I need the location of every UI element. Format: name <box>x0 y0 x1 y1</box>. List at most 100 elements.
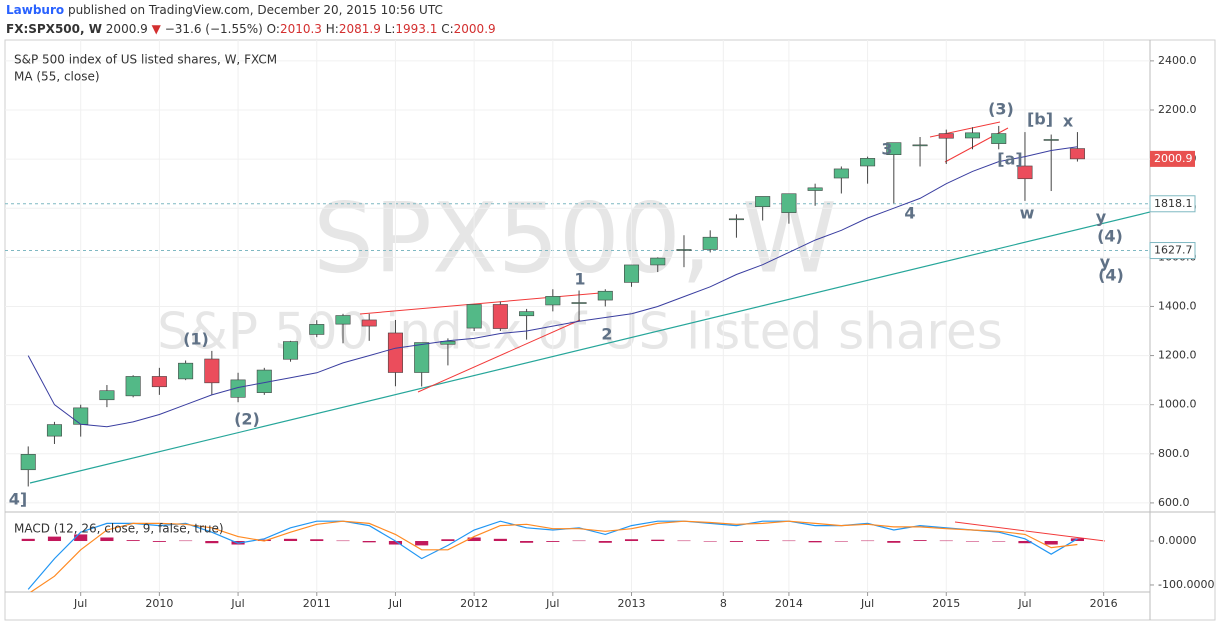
axes: 600.0800.01000.01200.01400.01600.01800.0… <box>73 54 1214 610</box>
candle-body <box>1017 165 1033 180</box>
macd-histogram-bar <box>834 541 848 542</box>
symbol: FX:SPX500, W <box>6 22 102 36</box>
macd-histogram-bar <box>861 540 875 542</box>
grid <box>5 40 1150 512</box>
macd-histogram-bar <box>21 538 35 542</box>
legend-macd: MACD (12, 26, close, 9, false, true) <box>14 522 224 536</box>
x-tick-label: Jul <box>1017 597 1031 610</box>
x-tick-label: Jul <box>230 597 244 610</box>
macd-histogram-bar <box>887 541 901 543</box>
wave-label: [b] <box>1027 110 1053 129</box>
x-tick-label: 2013 <box>618 597 646 610</box>
candle-body <box>650 257 666 266</box>
macd-histogram-bar <box>651 539 665 542</box>
wave-label: (4) <box>1097 227 1123 246</box>
macd-histogram-bar <box>520 541 534 543</box>
wave-label: 2 <box>601 325 612 344</box>
x-tick-label: 8 <box>720 597 727 610</box>
price: 2000.9 <box>106 22 148 36</box>
candle-body <box>886 142 902 155</box>
macd-histogram-bar <box>47 536 62 542</box>
x-tick-label: Jul <box>73 597 87 610</box>
macd-histogram-bar <box>1044 541 1058 545</box>
wave-label: 3 <box>881 140 892 159</box>
x-tick-label: 2012 <box>460 597 488 610</box>
macd-histogram-bar <box>1070 538 1084 542</box>
x-tick-label: Jul <box>545 597 559 610</box>
candle-body <box>755 196 771 208</box>
macd-histogram-bar <box>992 541 1006 542</box>
candle-body <box>361 319 377 327</box>
candle-body <box>519 311 535 317</box>
macd-histogram-bar <box>808 541 822 543</box>
candle-body <box>938 133 954 139</box>
y-tick-label: 1000.0 <box>1158 398 1197 411</box>
wave-label: 4 <box>904 204 915 223</box>
x-tick-label: Jul <box>388 597 402 610</box>
macd-histogram-bar <box>729 541 743 542</box>
header-line: Lawburo published on TradingView.com, De… <box>6 3 443 17</box>
macd-histogram-bar <box>257 539 271 542</box>
macd-histogram-bar <box>756 540 770 542</box>
trend-line <box>954 521 1106 542</box>
candle-body <box>125 376 141 397</box>
ohlc-key: O: <box>267 22 280 36</box>
ohlc-key: H: <box>326 22 339 36</box>
candle-body <box>1069 148 1085 160</box>
ohlc-value: 2010.3 <box>280 22 322 36</box>
macd-histogram-bar <box>493 538 507 542</box>
candle-body <box>807 187 823 191</box>
candle-body <box>1043 139 1059 141</box>
wave-label: y <box>1100 253 1111 272</box>
ohlc-key: C: <box>441 22 453 36</box>
wave-label: (2) <box>234 410 260 429</box>
wave-label: y <box>1096 208 1107 227</box>
candle-body <box>151 376 167 388</box>
wave-label: (1) <box>183 330 209 349</box>
macd-histogram-bar <box>467 537 481 542</box>
last-price-label: 2000.9 <box>1154 152 1193 165</box>
trend-line <box>29 211 1150 484</box>
published: published on TradingView.com, December 2… <box>68 3 443 17</box>
candle-body <box>728 218 744 221</box>
macd-histogram-bar <box>677 540 691 542</box>
candle-body <box>781 193 797 213</box>
macd-histogram-bar <box>283 538 298 542</box>
x-tick-label: Jul <box>860 597 874 610</box>
macd-histogram-bar <box>624 539 639 542</box>
candle-body <box>702 236 718 250</box>
ohlc-key: L: <box>385 22 396 36</box>
macd-histogram-bar <box>1018 541 1032 544</box>
wave-label: 4] <box>9 490 27 509</box>
change: −31.6 (−1.55%) <box>165 22 263 36</box>
macd-histogram-bar <box>336 540 350 542</box>
macd-histogram-bar <box>703 541 717 542</box>
macd-histogram-bar <box>572 540 586 542</box>
y-tick-label: 800.0 <box>1158 447 1190 460</box>
trend-line <box>417 319 581 393</box>
macd-line <box>29 520 1078 592</box>
candle-body <box>414 342 430 373</box>
candle-body <box>335 315 351 325</box>
legend-ma: MA (55, close) <box>14 70 100 84</box>
candle-body <box>676 249 692 251</box>
arrow: ▼ <box>152 22 162 36</box>
watermark-text: SPX500, W <box>313 182 837 294</box>
candle-body <box>20 453 36 471</box>
macd-histogram-bar <box>546 541 560 542</box>
ohlc-value: 2000.9 <box>454 22 496 36</box>
candle-body <box>230 379 246 398</box>
symbol-line: FX:SPX500, W 2000.9 ▼ −31.6 (−1.55%) O:2… <box>6 22 496 36</box>
candle-body <box>545 296 561 306</box>
candle-body <box>492 304 508 329</box>
wave-label: (4) <box>1098 266 1124 285</box>
author: Lawburo <box>6 3 64 17</box>
candle-body <box>571 302 587 304</box>
macd-histogram-bar <box>965 541 980 542</box>
legend-title: S&P 500 index of US listed shares, W, FX… <box>14 53 277 67</box>
x-tick-label: 2015 <box>932 597 960 610</box>
macd-line <box>27 520 1078 590</box>
wave-label: x <box>1063 112 1074 131</box>
